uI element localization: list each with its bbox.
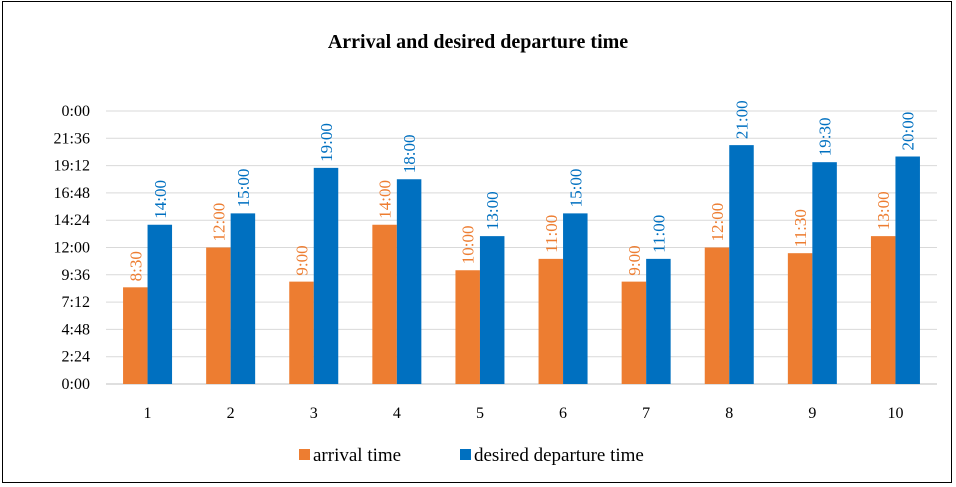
y-tick-label: 12:00 [54, 240, 90, 257]
bar [812, 162, 837, 384]
bar [895, 156, 920, 384]
data-labels: 8:30 14:00 12:00 15:00 9:00 19:00 14:00 18:00 10… [126, 100, 917, 281]
bar [704, 247, 730, 384]
bar [729, 145, 754, 384]
data-label: 13:00 [874, 191, 893, 230]
y-tick-label: 2:24 [62, 349, 90, 366]
data-label: 12:00 [708, 203, 727, 242]
legend-swatch [460, 449, 471, 460]
bar [479, 236, 505, 384]
data-label: 13:00 [483, 191, 502, 230]
y-tick-label: 0:00 [62, 376, 90, 393]
legend-label: desired departure time [474, 445, 644, 466]
data-label: 9:00 [293, 245, 312, 275]
y-tick-label: 16:48 [54, 185, 90, 202]
y-tick-label: 0:00 [62, 103, 90, 120]
bars [123, 145, 920, 384]
x-tick-label: 2 [227, 405, 235, 422]
data-label: 19:30 [816, 117, 835, 156]
y-tick-label: 14:24 [54, 212, 90, 229]
data-label: 12:00 [209, 203, 228, 242]
x-tick-label: 3 [310, 405, 318, 422]
x-tick-label: 9 [808, 405, 816, 422]
legend-swatch [299, 449, 310, 460]
bar [206, 247, 231, 384]
data-label: 8:30 [126, 251, 145, 281]
data-label: 15:00 [566, 169, 585, 208]
bar [563, 213, 588, 384]
bar [289, 281, 314, 384]
chart-title: Arrival and desired departure time [328, 31, 628, 53]
x-tick-label: 5 [476, 405, 484, 422]
data-label: 11:00 [542, 215, 561, 253]
data-label: 14:00 [376, 180, 395, 219]
data-label: 11:30 [791, 209, 810, 247]
bar [147, 224, 173, 384]
bar [455, 270, 480, 384]
bar [787, 253, 813, 384]
bar [372, 224, 397, 384]
bar [313, 167, 339, 384]
data-label: 11:00 [649, 215, 668, 253]
y-axis-ticks: 0:00 2:24 4:48 7:12 9:36 12:00 14:24 16:48 19:12… [54, 103, 90, 393]
bar [646, 258, 671, 384]
x-tick-label: 7 [642, 405, 650, 422]
data-label: 9:00 [625, 245, 644, 275]
y-tick-label: 21:36 [54, 130, 90, 147]
x-tick-label: 6 [559, 405, 567, 422]
data-label: 21:00 [733, 100, 752, 139]
bar [870, 236, 896, 384]
bar [123, 287, 148, 384]
data-label: 20:00 [899, 112, 918, 151]
x-tick-label: 1 [144, 405, 152, 422]
data-label: 15:00 [234, 169, 253, 208]
x-tick-label: 8 [725, 405, 733, 422]
y-tick-label: 9:36 [62, 267, 90, 284]
bar [621, 281, 647, 384]
x-tick-label: 4 [393, 405, 401, 422]
x-axis-ticks: 1 2 3 4 5 6 7 8 9 10 [144, 405, 904, 422]
data-label: 19:00 [317, 123, 336, 162]
data-label: 18:00 [400, 135, 419, 174]
data-label: 14:00 [151, 180, 170, 219]
bar [538, 258, 564, 384]
legend-label: arrival time [313, 445, 401, 466]
legend: arrival time desired departure time [299, 445, 644, 466]
data-label: 10:00 [459, 226, 478, 265]
y-tick-label: 7:12 [62, 294, 90, 311]
bar [396, 179, 422, 384]
y-tick-label: 19:12 [54, 158, 90, 175]
x-tick-label: 10 [887, 405, 903, 422]
y-tick-label: 4:48 [62, 321, 90, 338]
bar [230, 213, 256, 384]
